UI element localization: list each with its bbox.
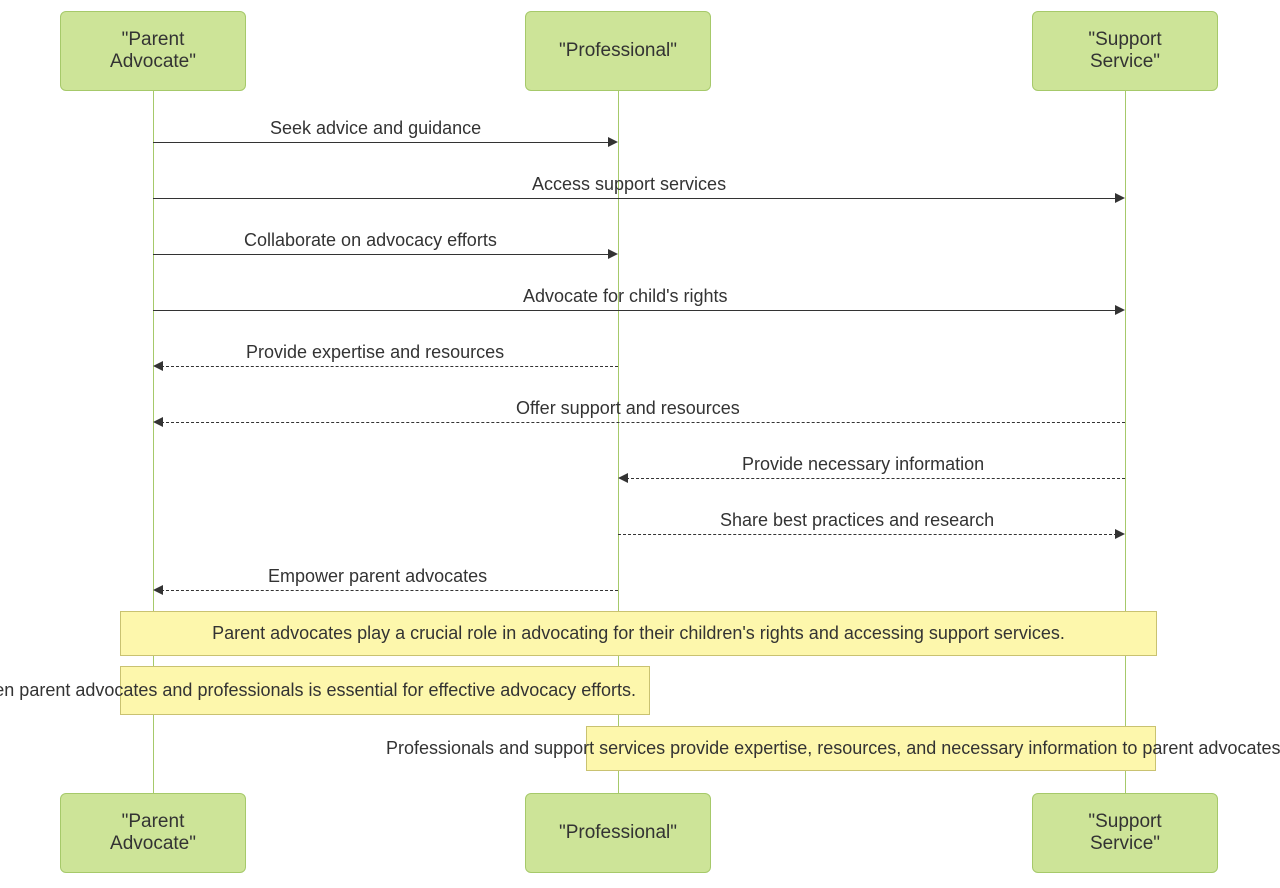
message-line-4 [161, 366, 618, 367]
note-text-2: Professionals and support services provi… [386, 738, 1280, 759]
message-line-1 [153, 198, 1117, 199]
message-label-5: Offer support and resources [516, 398, 740, 419]
participant-label: "Support Service" [1053, 811, 1197, 855]
message-line-5 [161, 422, 1125, 423]
participant-label: "Professional" [559, 822, 677, 844]
arrowhead-3 [1115, 305, 1125, 315]
participant-label: "Parent Advocate" [81, 811, 225, 855]
arrowhead-2 [608, 249, 618, 259]
message-line-8 [161, 590, 618, 591]
message-line-7 [618, 534, 1117, 535]
participant-label: "Support Service" [1053, 29, 1197, 73]
participant-support-bottom: "Support Service" [1032, 793, 1218, 873]
participant-support-top: "Support Service" [1032, 11, 1218, 91]
message-label-4: Provide expertise and resources [246, 342, 504, 363]
message-line-6 [626, 478, 1125, 479]
note-text-1: Collaboration between parent advocates a… [0, 680, 636, 701]
arrowhead-5 [153, 417, 163, 427]
participant-label: "Professional" [559, 40, 677, 62]
arrowhead-0 [608, 137, 618, 147]
message-label-6: Provide necessary information [742, 454, 984, 475]
message-label-0: Seek advice and guidance [270, 118, 481, 139]
message-label-2: Collaborate on advocacy efforts [244, 230, 497, 251]
participant-professional-top: "Professional" [525, 11, 711, 91]
participant-parent-bottom: "Parent Advocate" [60, 793, 246, 873]
arrowhead-4 [153, 361, 163, 371]
participant-parent-top: "Parent Advocate" [60, 11, 246, 91]
arrowhead-8 [153, 585, 163, 595]
note-text-0: Parent advocates play a crucial role in … [120, 623, 1157, 644]
participant-professional-bottom: "Professional" [525, 793, 711, 873]
arrowhead-1 [1115, 193, 1125, 203]
arrowhead-6 [618, 473, 628, 483]
message-label-3: Advocate for child's rights [523, 286, 728, 307]
arrowhead-7 [1115, 529, 1125, 539]
message-label-8: Empower parent advocates [268, 566, 487, 587]
participant-label: "Parent Advocate" [81, 29, 225, 73]
message-line-3 [153, 310, 1117, 311]
message-line-0 [153, 142, 610, 143]
message-label-1: Access support services [532, 174, 726, 195]
message-label-7: Share best practices and research [720, 510, 994, 531]
message-line-2 [153, 254, 610, 255]
